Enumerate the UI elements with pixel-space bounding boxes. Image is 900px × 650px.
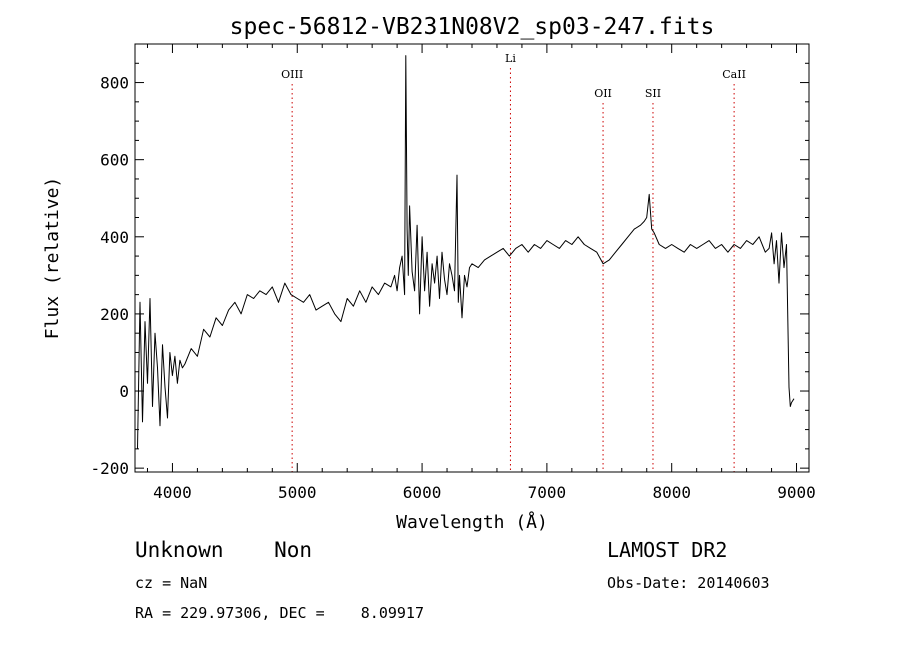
spectrum-line	[137, 55, 795, 449]
annotation-label: Li	[505, 52, 516, 65]
y-tick-label: 600	[100, 151, 129, 170]
annotation-label: OII	[594, 87, 612, 100]
spectrum-layer	[137, 55, 795, 449]
survey-name: LAMOST DR2	[607, 538, 728, 562]
x-tick-label: 7000	[528, 483, 567, 502]
x-axis: 4000 5000 6000 7000 8000 9000	[146, 44, 816, 502]
y-tick-label: 200	[100, 305, 129, 324]
object-type: Unknown Non	[135, 538, 313, 562]
annotation-label: CaII	[722, 68, 746, 81]
y-tick-label: 800	[100, 74, 129, 93]
y-tick-label: 400	[100, 228, 129, 247]
x-tick-label: 8000	[652, 483, 691, 502]
y-tick-label: 0	[119, 382, 129, 401]
y-tick-label: -200	[90, 459, 129, 478]
plot-frame	[134, 43, 810, 473]
x-tick-label: 4000	[153, 483, 192, 502]
x-tick-label: 9000	[777, 483, 816, 502]
annotation-lines: OIII Li OII SII CaII	[281, 52, 746, 472]
y-axis-label: Flux (relative)	[42, 177, 63, 340]
annotation-label: SII	[645, 87, 661, 100]
cz-value: cz = NaN	[135, 574, 208, 592]
ra-dec: RA = 229.97306, DEC = 8.09917	[135, 604, 424, 622]
x-tick-label: 6000	[403, 483, 442, 502]
annotation-label: OIII	[281, 68, 303, 81]
y-axis: -200 0 200 400 600 800	[90, 43, 809, 478]
chart-title: spec-56812-VB231N08V2_sp03-247.fits	[230, 14, 715, 40]
obs-date: Obs-Date: 20140603	[607, 574, 770, 592]
spectrum-chart: spec-56812-VB231N08V2_sp03-247.fits OIII…	[42, 14, 816, 533]
x-tick-label: 5000	[278, 483, 317, 502]
x-axis-label: Wavelength (Å)	[396, 511, 548, 533]
